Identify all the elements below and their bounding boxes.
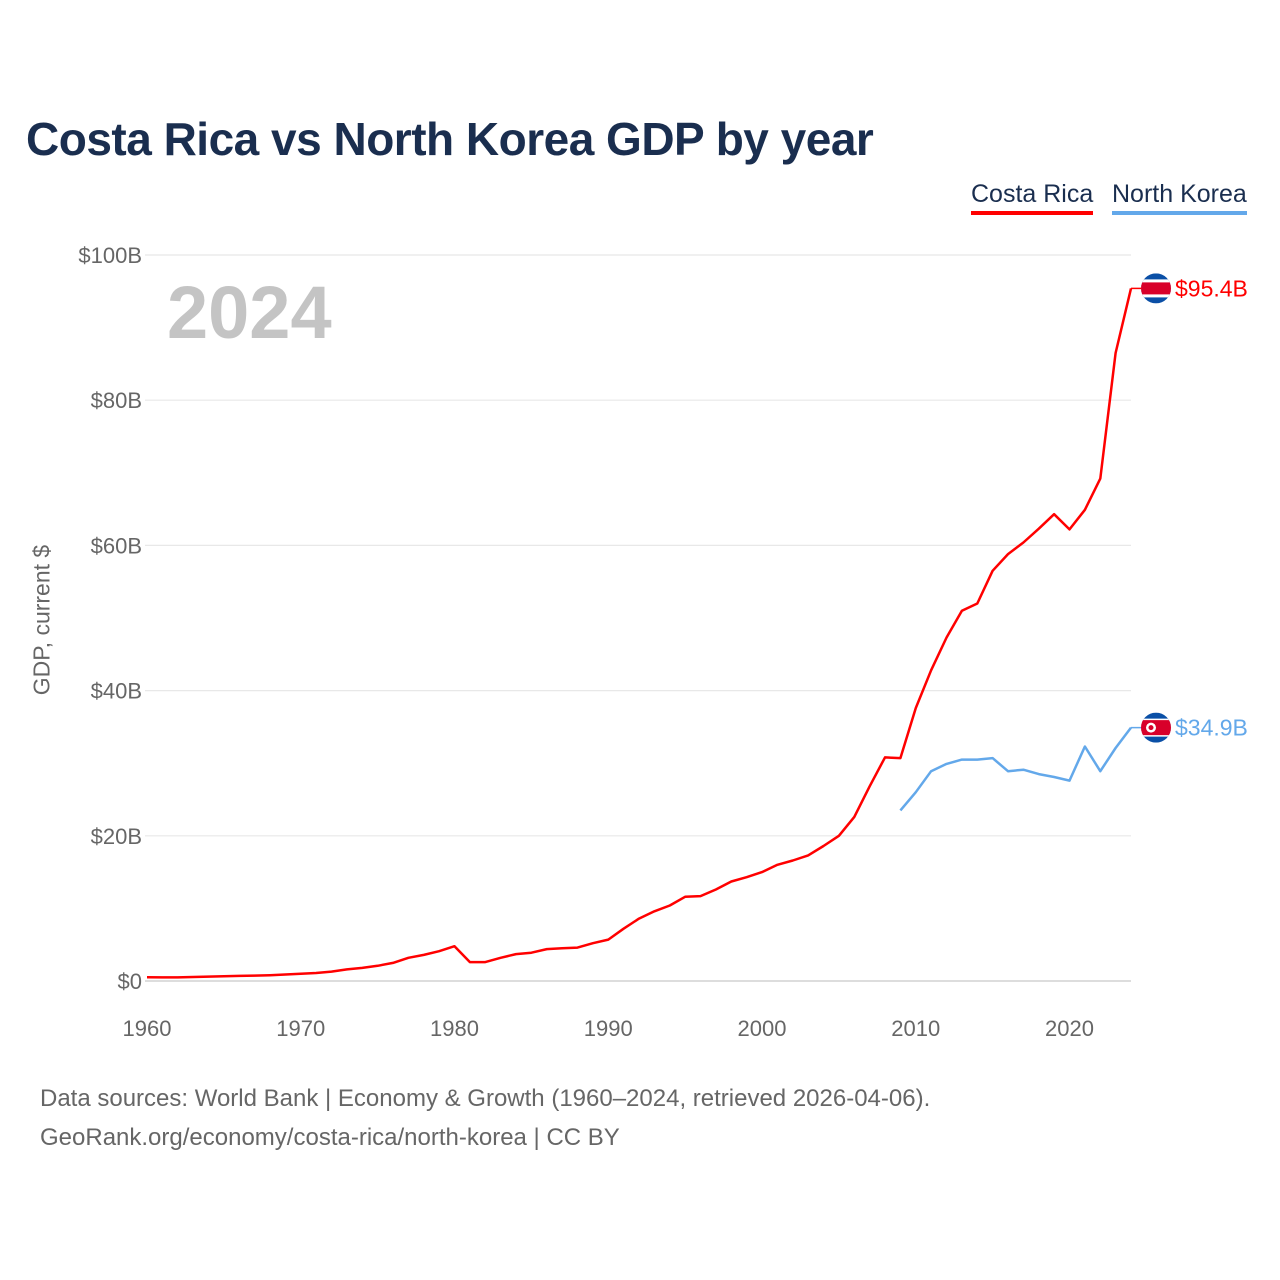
x-tick-label: 1980 [430, 1016, 479, 1041]
footer-sources: Data sources: World Bank | Economy & Gro… [40, 1085, 931, 1112]
footer-link[interactable]: GeoRank.org/economy/costa-rica/north-kor… [40, 1124, 620, 1151]
y-tick-label: $0 [118, 969, 142, 994]
legend-north-korea[interactable]: North Korea [1112, 180, 1247, 215]
north-korea-flag-icon [1141, 712, 1171, 743]
legend-costa-rica[interactable]: Costa Rica [971, 180, 1094, 215]
end-value-label: $95.4B [1175, 275, 1248, 301]
x-tick-label: 2020 [1045, 1016, 1094, 1041]
series-line-north-korea [899, 726, 1132, 812]
series-line-costa-rica [146, 288, 1133, 979]
x-tick-label: 1990 [584, 1016, 633, 1041]
costa-rica-flag-icon [1141, 273, 1171, 304]
x-tick-label: 1960 [123, 1016, 172, 1041]
x-tick-label: 1970 [276, 1016, 325, 1041]
year-label: 2024 [167, 271, 332, 354]
y-tick-label: $20B [91, 824, 142, 849]
y-tick-label: $80B [91, 388, 142, 413]
end-value-label: $34.9B [1175, 715, 1248, 741]
x-tick-label: 2000 [738, 1016, 787, 1041]
chart-title: Costa Rica vs North Korea GDP by year [26, 113, 874, 165]
x-tick-label: 2010 [891, 1016, 940, 1041]
y-tick-label: $100B [78, 243, 142, 268]
y-tick-label: $40B [91, 679, 142, 704]
y-tick-label: $60B [91, 533, 142, 558]
